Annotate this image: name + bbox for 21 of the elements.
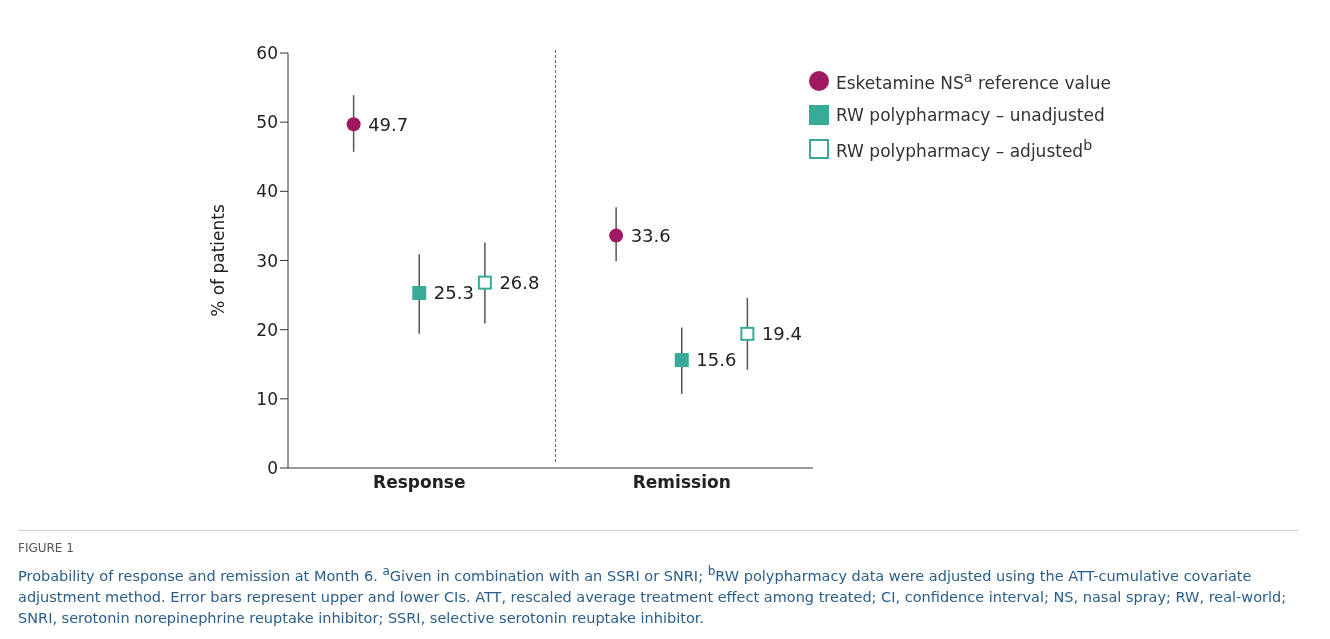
y-tick-label: 40 [256,181,278,202]
text: Probability of response and remission at Month 6. $^{a}$Given in combination with an SSRI or SNRI; $^{b}$RW polypharmacy data were adjusted using the ATT-cumulative covariate adjustment method. Error bars represent upper and lower CIs. ATT, rescaled average treatment effect among treated; CI, confidence interval; NS, nasal spray; RW, real-world; SNRI, serotonin norepinephrine reuptake inhibitor; SSRI, selective serotonin reuptake inhibitor. [18,563,1288,628]
data-label: 25.3 [433,282,474,304]
data-label: 33.6 [630,224,671,246]
y-tick-label: 20 [256,319,278,340]
y-tick-label: 10 [256,388,278,409]
legend-label: RW polypharmacy – unadjusted [836,105,1105,125]
data-label: 15.6 [696,349,737,371]
data-label: 19.4 [761,323,802,345]
legend-label: RW polypharmacy – adjusted$^{b}$ [836,137,1093,161]
y-tick-label: 50 [256,112,278,133]
y-axis-title: % of patients [208,204,229,317]
data-label: 26.8 [499,272,540,294]
x-tick-label: Remission [632,472,731,493]
y-tick-label: 60 [256,43,278,64]
x-tick-label: Response [373,472,466,493]
caption: FIGURE 1 [18,541,75,555]
data-label: 49.7 [368,113,409,135]
legend-label: Esketamine NS$^{a}$ reference value [836,69,1111,93]
y-tick-label: 30 [256,250,278,271]
y-tick-label: 0 [267,458,278,479]
